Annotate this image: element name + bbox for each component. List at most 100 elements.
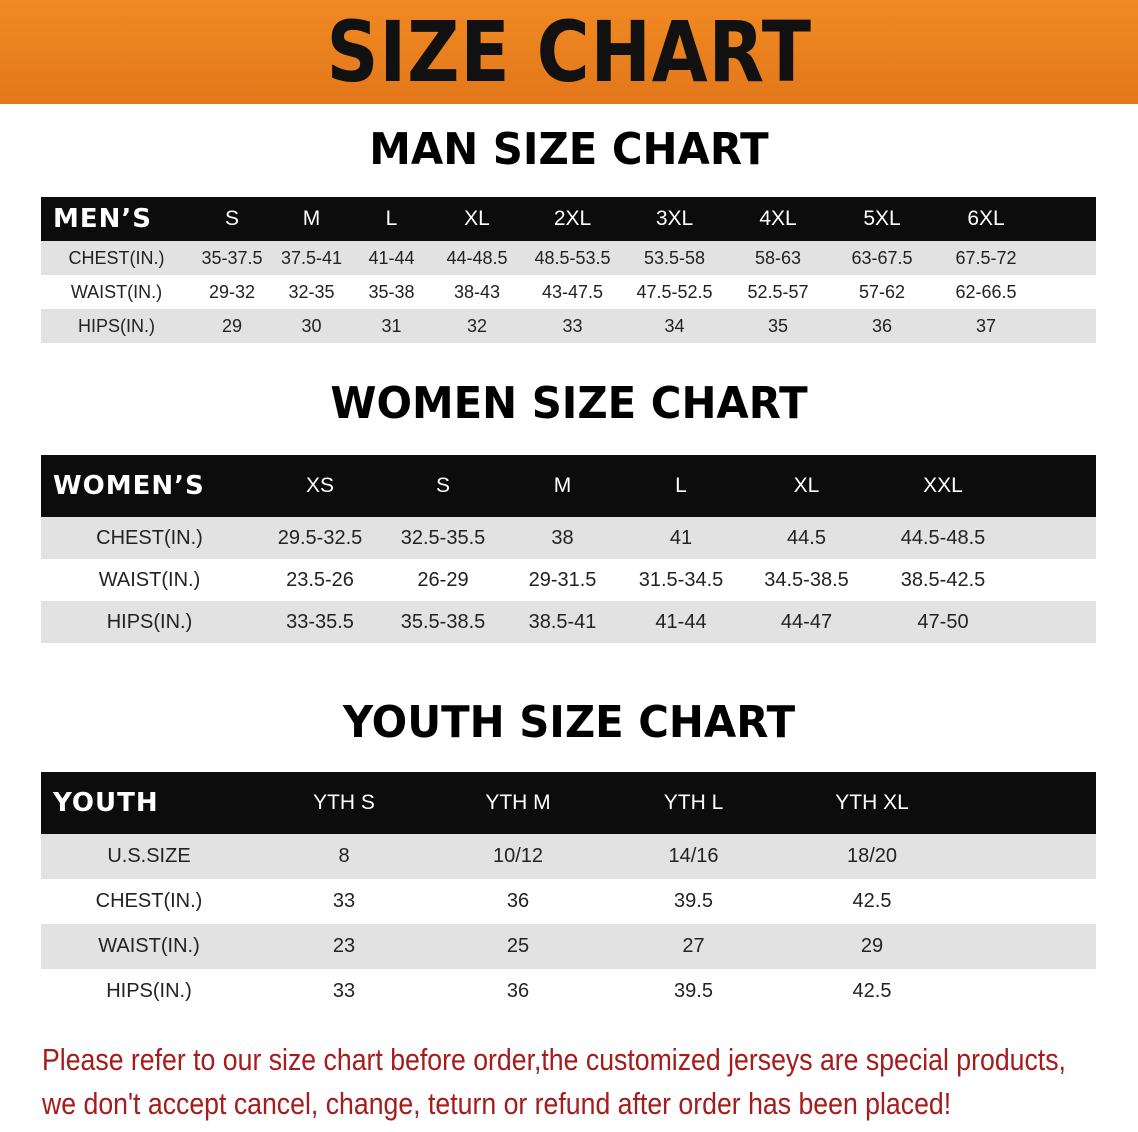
measurement-cell: 44-48.5 <box>446 247 508 268</box>
measurement-cell: 33 <box>332 980 356 1002</box>
measurement-cell: 47.5-52.5 <box>636 281 713 302</box>
measurement-cell: 29 <box>221 315 243 336</box>
size-header-cell: 5XL <box>863 207 901 230</box>
size-header-cell: 3XL <box>655 207 694 230</box>
measurement-cell: 37.5-41 <box>280 247 343 268</box>
size-header-cell: L <box>385 207 398 230</box>
row-label: WAIST(IN.) <box>41 935 257 958</box>
row-label: CHEST(IN.) <box>41 890 257 913</box>
measurement-cell: 39.5 <box>674 980 713 1002</box>
table-row: CHEST(IN.) 35-37.5 37.5-41 41-44 44-48.5 48.5… <box>41 241 1096 275</box>
measurement-cell: 14/16 <box>668 845 719 867</box>
table-title-cell: MEN’S <box>53 204 152 234</box>
measurement-cell: 8 <box>338 845 350 867</box>
measurement-cell: 62-66.5 <box>955 281 1017 302</box>
measurement-cell: 32.5-35.5 <box>400 526 486 549</box>
measurement-cell: 53.5-58 <box>643 247 706 268</box>
measurement-cell: 48.5-53.5 <box>534 247 611 268</box>
measurement-cell: 29-31.5 <box>528 568 597 591</box>
measurement-cell: 23.5-26 <box>286 568 354 591</box>
row-label: WAIST(IN.) <box>41 282 192 303</box>
size-header-cell: M <box>553 474 572 497</box>
row-label-text: WAIST(IN.) <box>98 935 200 957</box>
measurement-cell: 30 <box>301 315 322 336</box>
size-header-cell: S <box>224 207 239 230</box>
row-label: HIPS(IN.) <box>41 611 258 634</box>
men-section-title: MAN SIZE CHART <box>369 124 769 175</box>
measurement-cell: 67.5-72 <box>955 247 1017 268</box>
size-header-cell: YTH M <box>485 791 551 814</box>
measurement-cell: 29-32 <box>208 281 256 302</box>
measurement-cell: 32-35 <box>288 281 335 302</box>
table-row: WAIST(IN.) 23.5-26 26-29 29-31.5 31.5-34.5 34… <box>41 559 1096 601</box>
row-label: U.S.SIZE <box>41 845 257 868</box>
size-header-cell: M <box>302 207 321 230</box>
measurement-cell: 38.5-41 <box>528 610 597 633</box>
table-row: HIPS(IN.) 29 30 31 32 33 34 35 36 37 <box>41 309 1096 343</box>
table-title-cell: WOMEN’S <box>53 471 205 501</box>
measurement-cell: 37 <box>975 315 997 336</box>
table-row: HIPS(IN.) 33 36 39.5 42.5 <box>41 969 1096 1014</box>
notice-line: we don't accept cancel, change, teturn o… <box>42 1086 952 1121</box>
measurement-cell: 34 <box>664 315 685 336</box>
women-section-title: WOMEN SIZE CHART <box>330 378 808 429</box>
measurement-cell: 41 <box>669 526 693 549</box>
row-label: HIPS(IN.) <box>41 980 257 1003</box>
table-title-cell: YOUTH <box>53 788 159 818</box>
size-header-cell: 2XL <box>553 207 592 230</box>
measurement-cell: 26-29 <box>417 568 469 591</box>
measurement-cell: 44.5-48.5 <box>900 526 986 549</box>
row-label-text: HIPS(IN.) <box>106 610 193 633</box>
size-header-cell: S <box>435 474 450 497</box>
measurement-cell: 35-38 <box>368 281 415 302</box>
table-row: CHEST(IN.) 33 36 39.5 42.5 <box>41 879 1096 924</box>
table-row: U.S.SIZE 8 10/12 14/16 18/20 <box>41 834 1096 879</box>
measurement-cell: 29 <box>860 935 884 957</box>
measurement-cell: 33-35.5 <box>286 610 354 633</box>
size-chart-banner: SIZE CHART <box>0 0 1138 104</box>
measurement-cell: 35-37.5 <box>201 247 263 268</box>
size-header-cell: XS <box>305 474 334 497</box>
measurement-cell: 44.5 <box>787 526 826 549</box>
row-label-text: WAIST(IN.) <box>70 281 163 302</box>
measurement-cell: 41-44 <box>655 610 707 633</box>
measurement-cell: 41-44 <box>368 247 415 268</box>
men-size-table: MEN’S S M L XL 2XL 3XL 4XL 5XL 6XL CHEST(IN.) 35-37… <box>41 197 1096 343</box>
measurement-cell: 38.5-42.5 <box>900 568 986 591</box>
size-header-cell: XL <box>464 207 490 230</box>
women-size-table: WOMEN’S XS S M L XL XXL CHEST(IN.) 29.5-32.5 32.5… <box>41 455 1096 643</box>
measurement-cell: 39.5 <box>674 890 713 912</box>
banner-title: SIZE CHART <box>326 3 812 101</box>
row-label: HIPS(IN.) <box>41 316 192 337</box>
row-label-text: CHEST(IN.) <box>95 890 203 912</box>
measurement-cell: 35.5-38.5 <box>400 610 486 633</box>
measurement-cell: 35 <box>767 315 789 336</box>
measurement-cell: 10/12 <box>492 845 544 867</box>
measurement-cell: 33 <box>562 315 583 336</box>
measurement-cell: 42.5 <box>852 980 892 1002</box>
row-label: WAIST(IN.) <box>41 569 258 592</box>
row-label-text: CHEST(IN.) <box>68 247 165 268</box>
measurement-cell: 34.5-38.5 <box>764 568 849 591</box>
table-header-row: YOUTH YTH S YTH M YTH L YTH XL <box>41 772 1096 834</box>
measurement-cell: 58-63 <box>754 247 802 268</box>
row-label-text: U.S.SIZE <box>107 845 191 867</box>
measurement-cell: 29.5-32.5 <box>277 526 363 549</box>
measurement-cell: 23 <box>332 935 356 957</box>
size-header-cell: YTH S <box>313 791 375 814</box>
size-header-cell: YTH L <box>663 791 724 814</box>
measurement-cell: 38 <box>551 526 574 549</box>
size-header-cell: L <box>675 474 687 497</box>
table-row: WAIST(IN.) 23 25 27 29 <box>41 924 1096 969</box>
table-row: HIPS(IN.) 33-35.5 35.5-38.5 38.5-41 41-44 44-… <box>41 601 1096 643</box>
notice-line: Please refer to our size chart before or… <box>42 1042 1066 1077</box>
measurement-cell: 36 <box>506 890 530 912</box>
measurement-cell: 31.5-34.5 <box>638 568 724 591</box>
size-header-cell: 6XL <box>967 207 1005 230</box>
size-header-cell: XXL <box>923 474 963 497</box>
size-header-cell: 4XL <box>759 207 797 230</box>
measurement-cell: 27 <box>682 935 705 957</box>
measurement-cell: 47-50 <box>917 610 969 633</box>
row-label: CHEST(IN.) <box>41 248 192 269</box>
measurement-cell: 44-47 <box>780 610 833 633</box>
